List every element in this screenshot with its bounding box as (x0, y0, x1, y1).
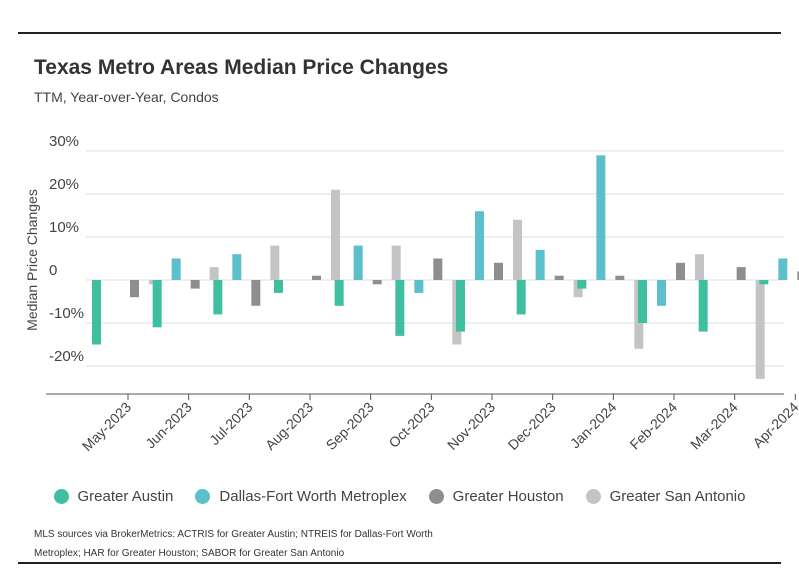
y-tick-label: 30% (49, 133, 79, 150)
bar (433, 258, 443, 280)
y-axis-label: Median Price Changes (24, 189, 40, 331)
legend-item: Greater San Antonio (585, 488, 746, 505)
legend-label: Greater Austin (77, 488, 174, 505)
legend-swatch (53, 489, 69, 504)
bar (657, 280, 666, 306)
chart-legend: Greater Austin Dallas-Fort Worth Metrople… (0, 488, 799, 505)
legend-label: Greater San Antonio (609, 488, 746, 505)
x-tick-label: Aug-2023 (262, 399, 316, 453)
bar (312, 275, 321, 280)
bar (516, 280, 526, 315)
y-tick-label: 0 (49, 262, 57, 279)
bar (92, 280, 101, 345)
legend-swatch (428, 489, 444, 504)
bar (676, 262, 685, 280)
bar (232, 254, 242, 280)
chart-subtitle: TTM, Year-over-Year, Condos (34, 89, 219, 105)
bar (698, 280, 708, 332)
x-tick-label: Apr-2024 (749, 399, 799, 451)
legend-item: Dallas-Fort Worth Metroplex (195, 488, 407, 505)
bar (152, 280, 162, 328)
x-tick-label: Dec-2023 (505, 399, 559, 453)
legend-label: Dallas-Fort Worth Metroplex (219, 488, 407, 505)
bar (414, 280, 424, 293)
chart-canvas: 30% 20% 10% 0 -10% -20% Median Price Changes Ma… (24, 133, 799, 454)
legend-swatch (585, 489, 601, 504)
bar (554, 275, 564, 280)
bar (171, 258, 181, 280)
bar (372, 280, 382, 285)
bar (395, 280, 405, 336)
bar (209, 267, 219, 280)
x-tick-label: Mar-2024 (687, 399, 741, 453)
x-tick-label: Feb-2024 (626, 399, 680, 453)
bar (797, 271, 799, 280)
bar (759, 280, 769, 285)
bar (596, 155, 606, 280)
x-tick-label: Sep-2023 (323, 399, 377, 453)
legend-item: Greater Austin (53, 488, 174, 505)
bar (695, 254, 704, 280)
x-tick-label: May-2023 (79, 399, 134, 454)
chart-frame (18, 32, 781, 564)
x-tick-label: Nov-2023 (444, 399, 498, 453)
bar (778, 258, 788, 280)
bar (331, 189, 340, 280)
y-tick-label: -20% (49, 348, 84, 365)
x-tick-label: Jan-2024 (567, 399, 620, 452)
bar (274, 280, 283, 293)
bar (213, 280, 223, 315)
chart-title: Texas Metro Areas Median Price Changes (34, 56, 449, 79)
bar (130, 280, 139, 298)
bar (513, 219, 522, 280)
bar (494, 262, 503, 280)
source-note: MLS sources via BrokerMetrics: ACTRIS fo… (34, 529, 433, 559)
bar (391, 245, 401, 280)
y-tick-label: -10% (49, 305, 84, 322)
x-tick-label: Oct-2023 (385, 399, 437, 451)
bar (577, 280, 587, 289)
bar (638, 280, 647, 323)
x-tick-label: Jun-2023 (142, 399, 195, 452)
legend-label: Greater Houston (452, 488, 564, 505)
bar (755, 280, 765, 379)
bar (190, 280, 200, 289)
x-tick-label: Jul-2023 (206, 399, 255, 448)
y-tick-label: 10% (49, 219, 79, 236)
bar (270, 245, 280, 280)
bar (535, 249, 545, 280)
bar (456, 280, 465, 332)
bar (475, 211, 484, 280)
legend-swatch (195, 489, 211, 504)
legend-item: Greater Houston (428, 488, 564, 505)
bar (736, 267, 746, 280)
y-tick-label: 20% (49, 176, 79, 193)
bar (353, 245, 363, 280)
bar (251, 280, 261, 306)
bar (334, 280, 344, 306)
bar (615, 275, 625, 280)
